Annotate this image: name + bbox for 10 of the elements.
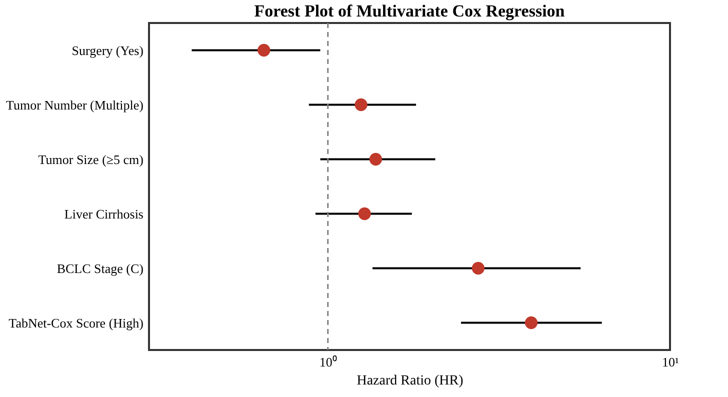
x-axis-title: Hazard Ratio (HR) — [356, 374, 464, 388]
y-tick-label: Tumor Number (Multiple) — [6, 97, 144, 112]
chart-title: Forest Plot of Multivariate Cox Regression — [254, 1, 566, 20]
y-tick-label: BCLC Stage (C) — [56, 260, 144, 276]
x-tick-label: 10⁰ — [319, 354, 338, 370]
y-tick-label: Tumor Size (≥5 cm) — [38, 152, 144, 167]
y-tick-label: Surgery (Yes) — [72, 42, 144, 58]
y-tick-label: Liver Cirrhosis — [64, 206, 144, 222]
x-tick-label: 10¹ — [662, 354, 680, 370]
y-tick-label: TabNet-Cox Score (High) — [8, 315, 144, 330]
